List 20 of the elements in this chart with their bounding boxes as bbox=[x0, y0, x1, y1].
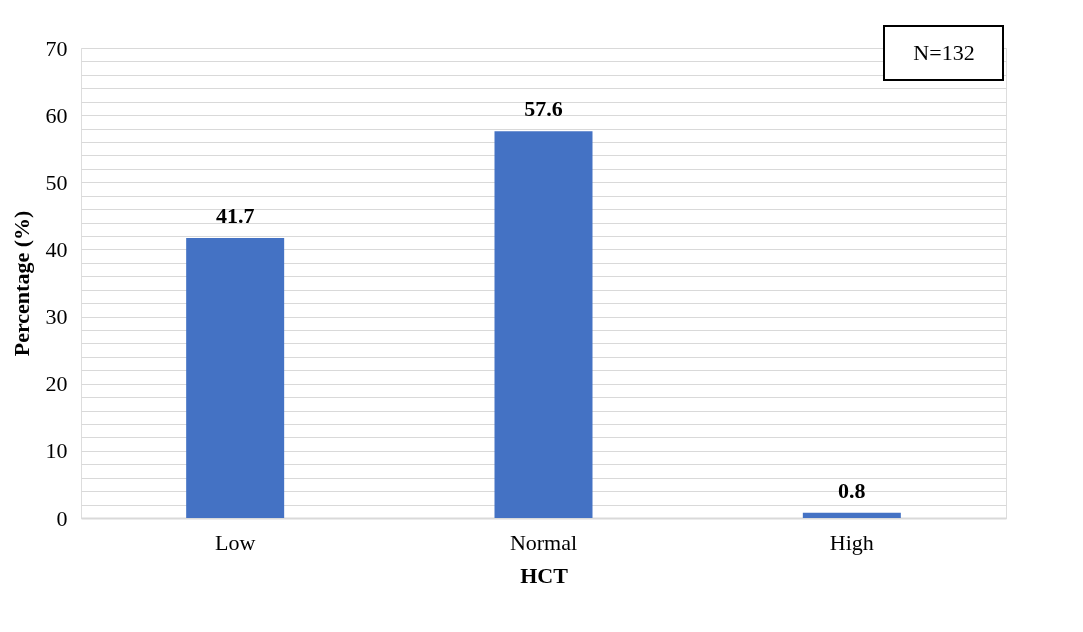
x-tick-label: High bbox=[829, 529, 874, 555]
data-label: 57.6 bbox=[524, 96, 563, 122]
bar bbox=[802, 512, 901, 518]
bar bbox=[494, 131, 593, 518]
y-tick-label: 70 bbox=[45, 35, 68, 61]
y-tick-label: 60 bbox=[45, 102, 68, 128]
bar bbox=[186, 238, 285, 518]
data-label: 41.7 bbox=[215, 203, 255, 229]
x-tick-label: Normal bbox=[509, 529, 578, 555]
y-tick-label: 20 bbox=[45, 371, 68, 397]
x-tick-label: Low bbox=[215, 529, 256, 555]
y-tick-label: 40 bbox=[45, 236, 68, 262]
y-tick-label: 0 bbox=[56, 505, 68, 531]
data-label: 0.8 bbox=[838, 477, 866, 503]
y-tick-label: 50 bbox=[45, 169, 68, 195]
y-tick-label: 30 bbox=[45, 304, 68, 330]
annotation: N=132 bbox=[913, 40, 975, 65]
y-tick-label: 10 bbox=[45, 438, 68, 464]
y-axis-title: Percentage (%) bbox=[8, 210, 34, 357]
x-axis-title: HCT bbox=[520, 562, 569, 588]
